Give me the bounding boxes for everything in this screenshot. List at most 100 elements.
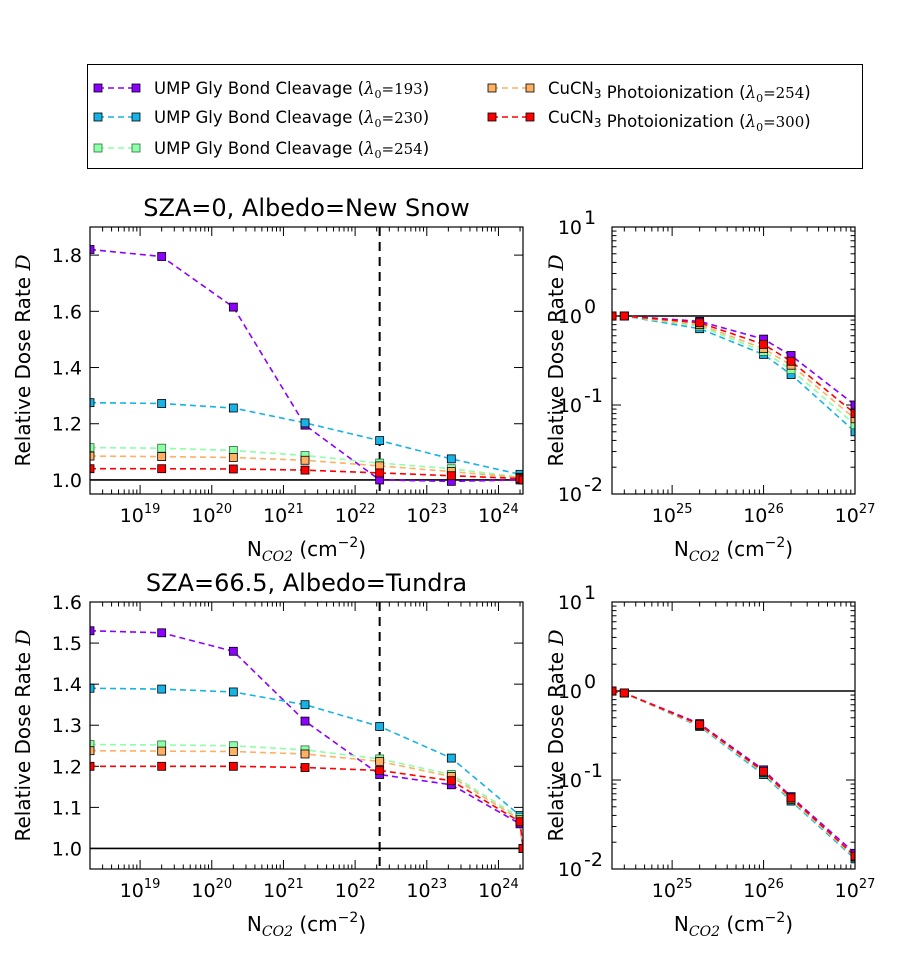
- series-line-5: [612, 690, 855, 857]
- tick-exponent: 25: [676, 502, 693, 517]
- series-group: [90, 626, 523, 853]
- xlabel-subscript: CO2: [689, 549, 720, 565]
- x-tick-label: 1019: [120, 877, 161, 902]
- y-tick-label: 10: [558, 395, 582, 417]
- ylabel-text: Relative Dose Rate: [11, 646, 35, 842]
- legend-subscript: 3: [594, 116, 602, 130]
- data-point: [518, 844, 523, 853]
- legend-entry-4: CuCN3 Photoionization (λ0=254): [487, 79, 811, 105]
- tick-base: 10: [120, 505, 144, 527]
- y-axis-label: Relative Dose Rate D: [544, 255, 568, 467]
- tick-base: 10: [478, 505, 502, 527]
- legend-lambda-value: =254: [382, 140, 423, 158]
- tick-base: 10: [652, 505, 676, 527]
- data-point: [446, 753, 456, 763]
- tick-base: 10: [191, 505, 215, 527]
- data-point: [228, 687, 238, 697]
- tick-exponent: 19: [144, 502, 161, 517]
- tick-base: 10: [558, 306, 582, 328]
- xlabel-main: N: [247, 537, 262, 561]
- legend-lambda: λ: [363, 108, 374, 127]
- xlabel-exponent: −2: [765, 535, 786, 551]
- data-point: [90, 443, 95, 453]
- legend-lambda-sub: 0: [756, 92, 763, 105]
- series-line-1: [90, 248, 523, 483]
- data-point: [90, 464, 95, 474]
- xlabel-exponent: −2: [765, 910, 786, 926]
- xlabel-subscript: CO2: [689, 924, 720, 940]
- y-tick-label: 10: [558, 859, 582, 881]
- tick-base: 10: [478, 880, 502, 902]
- legend-label: UMP Gly Bond Cleavage (λ0=193): [154, 79, 429, 101]
- legend-entry-3: UMP Gly Bond Cleavage (λ0=254): [93, 139, 429, 161]
- data-point: [228, 453, 238, 462]
- tick-exponent: 26: [767, 877, 784, 892]
- legend-word: CuCN: [548, 79, 594, 98]
- legend-paren: (: [352, 139, 364, 158]
- data-point: [850, 409, 855, 419]
- x-tick-label: 1019: [120, 502, 161, 527]
- data-point: [90, 626, 95, 636]
- x-axis-label: NCO2 (cm−2): [247, 535, 366, 565]
- data-point: [850, 414, 855, 424]
- data-point: [446, 454, 456, 464]
- legend-paren: ): [423, 79, 429, 98]
- y-tick-exponent: 1: [584, 582, 596, 604]
- tick-base: 10: [743, 880, 767, 902]
- tick-base: 10: [652, 880, 676, 902]
- data-point: [759, 339, 768, 349]
- legend-word: UMP: [154, 139, 190, 158]
- legend-paren: ): [423, 108, 429, 127]
- legend-lambda-sub: 0: [375, 148, 382, 161]
- series-line-4: [90, 749, 523, 849]
- y-tick-label: 1.4: [52, 674, 82, 696]
- legend-paren: (: [734, 83, 746, 102]
- legend-box: [87, 64, 863, 169]
- data-point: [695, 720, 705, 729]
- data-point: [228, 464, 238, 474]
- tick-base: 10: [835, 505, 859, 527]
- x-tick-label: 1024: [478, 877, 519, 902]
- ylabel-symbol: D: [544, 255, 568, 272]
- data-point: [90, 761, 95, 771]
- y-tick-exponent: 0: [584, 296, 596, 318]
- legend-label: UMP Gly Bond Cleavage (λ0=254): [154, 139, 429, 161]
- y-tick-label: 1.5: [52, 633, 82, 655]
- legend-lambda-value: =300: [763, 113, 804, 131]
- x-axis-label: NCO2 (cm−2): [247, 910, 366, 940]
- x-tick-label: 1024: [478, 502, 519, 527]
- xlabel-unit: (cm: [720, 912, 765, 936]
- xlabel-close: ): [358, 912, 366, 936]
- xlabel-unit: (cm: [293, 537, 338, 561]
- legend-marker: [93, 143, 103, 153]
- y-tick-exponent: -1: [584, 385, 603, 407]
- x-tick-label: 1020: [191, 877, 232, 902]
- xlabel-close: ): [785, 537, 793, 561]
- y-tick-label: 1.0: [52, 838, 82, 860]
- data-point: [90, 740, 95, 749]
- tick-exponent: 23: [431, 877, 448, 892]
- series-line-1: [90, 629, 523, 849]
- tick-exponent: 26: [767, 502, 784, 517]
- x-tick-label: 1027: [835, 502, 876, 527]
- xlabel-exponent: −2: [338, 535, 359, 551]
- axes-frame: [611, 226, 856, 495]
- xlabel-main: N: [674, 912, 689, 936]
- chart-title: SZA=66.5, Albedo=Tundra: [146, 569, 467, 597]
- data-point: [375, 756, 385, 766]
- tick-base: 10: [406, 505, 430, 527]
- legend-marker: [487, 112, 497, 122]
- tick-exponent: 24: [502, 502, 519, 517]
- legend-marker: [131, 112, 141, 122]
- tick-base: 10: [406, 880, 430, 902]
- tick-base: 10: [263, 880, 287, 902]
- legend-marker: [131, 143, 141, 153]
- data-point: [157, 399, 167, 408]
- data-point: [375, 766, 385, 775]
- y-axis-label: Relative Dose Rate D: [544, 630, 568, 842]
- legend-lambda-value: =193: [382, 80, 423, 98]
- y-tick-exponent: -2: [584, 849, 603, 871]
